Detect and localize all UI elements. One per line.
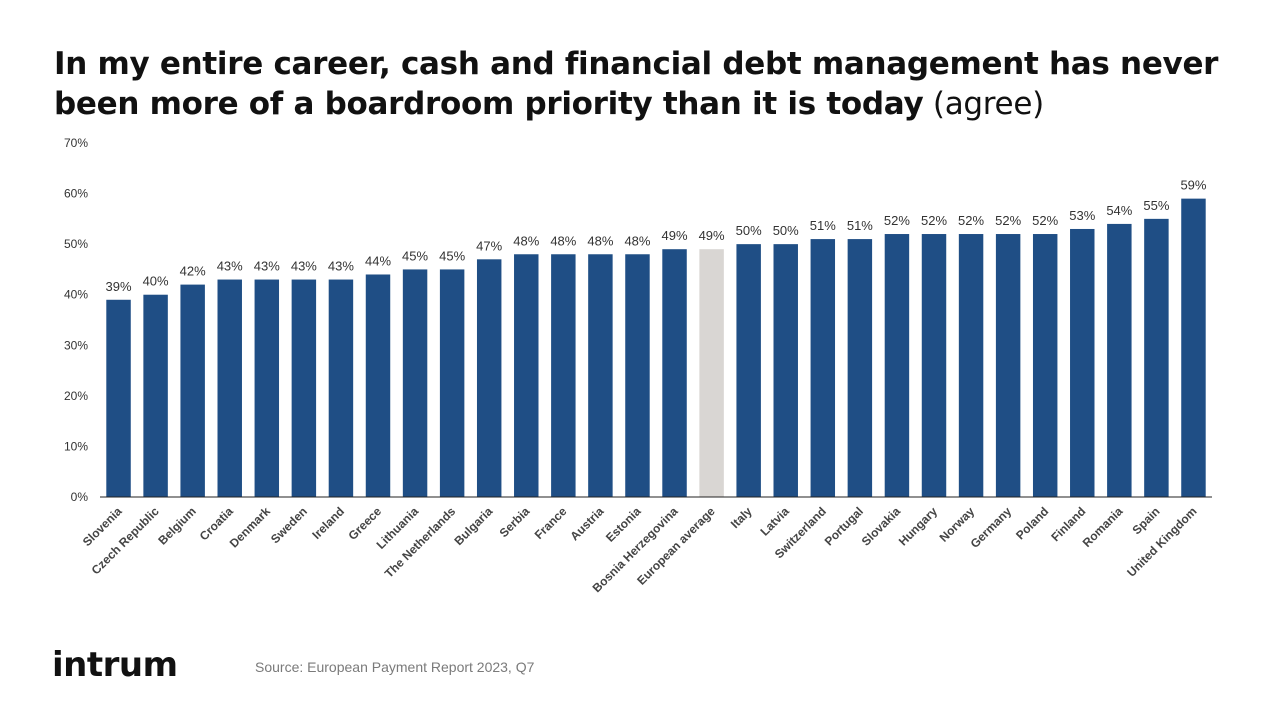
x-tick-label: Denmark (227, 504, 273, 550)
x-tick-label: France (532, 504, 570, 542)
data-label: 43% (217, 259, 243, 274)
y-tick-label: 50% (64, 237, 88, 251)
y-tick-label: 20% (64, 389, 88, 403)
bar (143, 294, 168, 497)
bar (365, 274, 391, 497)
x-tick-label: The Netherlands (382, 504, 459, 581)
x-tick-label: Bulgaria (451, 504, 495, 548)
y-tick-label: 70% (64, 136, 88, 150)
x-tick-label: Austria (567, 504, 606, 543)
data-label: 40% (143, 274, 169, 289)
data-label: 47% (476, 238, 502, 253)
bar (476, 259, 502, 497)
bar (1144, 218, 1169, 497)
x-tick-label: Spain (1130, 504, 1163, 537)
bar (662, 249, 687, 497)
x-tick-label: Slovakia (859, 504, 904, 549)
bar (884, 234, 910, 497)
bar (773, 244, 798, 497)
bar (588, 254, 613, 497)
x-tick-label: Romania (1080, 504, 1126, 550)
data-label: 50% (736, 223, 762, 238)
data-label: 43% (291, 259, 317, 274)
y-tick-label: 10% (64, 439, 88, 453)
source-note: Source: European Payment Report 2023, Q7 (255, 659, 535, 675)
data-label: 39% (106, 279, 132, 294)
x-tick-label: Latvia (757, 504, 792, 539)
intrum-logo: intrum (52, 645, 178, 685)
bar (810, 239, 836, 498)
data-label: 55% (1143, 198, 1169, 213)
data-label: 44% (365, 253, 391, 268)
bar (1181, 198, 1206, 497)
bar (625, 254, 650, 497)
bar (439, 269, 465, 497)
bar (402, 269, 428, 497)
bar (551, 254, 576, 497)
bar (180, 284, 205, 497)
chart-title: In my entire career, cash and financial … (54, 44, 1234, 124)
data-label: 43% (328, 259, 354, 274)
data-label: 50% (773, 223, 799, 238)
x-tick-label: Hungary (896, 504, 941, 549)
bar (699, 249, 724, 497)
bar (958, 234, 984, 497)
data-label: 42% (180, 264, 206, 279)
chart-title-main: In my entire career, cash and financial … (54, 46, 1219, 122)
x-tick-label: Ireland (309, 504, 347, 542)
data-label: 45% (402, 248, 428, 263)
data-label: 45% (439, 248, 465, 263)
bar (921, 234, 947, 497)
data-label: 52% (995, 213, 1021, 228)
x-tick-label: Belgium (155, 504, 198, 547)
x-tick-label: United Kingdom (1124, 504, 1199, 579)
bar (217, 279, 242, 497)
bar (1107, 223, 1132, 497)
y-tick-label: 0% (71, 490, 89, 504)
x-tick-label: Sweden (268, 504, 310, 546)
data-label: 51% (810, 218, 836, 233)
data-label: 48% (587, 233, 613, 248)
x-tick-label: Czech Republic (89, 504, 162, 577)
data-label: 49% (699, 228, 725, 243)
bar-chart: 0%10%20%30%40%50%60%70%39%Slovenia40%Cze… (64, 136, 1212, 595)
bar (1070, 228, 1095, 497)
chart-title-qualifier: (agree) (923, 86, 1044, 122)
data-label: 52% (958, 213, 984, 228)
x-tick-label: Portugal (822, 504, 866, 548)
data-label: 43% (254, 259, 280, 274)
data-label: 53% (1069, 208, 1095, 223)
data-label: 54% (1106, 203, 1132, 218)
y-tick-label: 30% (64, 338, 88, 352)
bar (291, 279, 317, 497)
x-tick-label: Serbia (497, 504, 533, 540)
data-label: 48% (550, 233, 576, 248)
bar (106, 299, 131, 497)
bar (847, 239, 873, 498)
data-label: 52% (1032, 213, 1058, 228)
data-label: 52% (921, 213, 947, 228)
data-label: 52% (884, 213, 910, 228)
bar (328, 279, 354, 497)
y-tick-label: 60% (64, 187, 88, 201)
data-label: 59% (1180, 178, 1206, 193)
bar (1032, 234, 1058, 497)
x-tick-label: Poland (1013, 504, 1051, 542)
data-label: 51% (847, 218, 873, 233)
bar (995, 234, 1021, 497)
x-tick-label: Germany (968, 504, 1015, 551)
x-tick-label: Italy (728, 504, 755, 531)
bar (254, 279, 280, 497)
bar (514, 254, 539, 497)
bar (736, 244, 761, 497)
data-label: 48% (624, 233, 650, 248)
data-label: 48% (513, 233, 539, 248)
data-label: 49% (662, 228, 688, 243)
y-tick-label: 40% (64, 288, 88, 302)
